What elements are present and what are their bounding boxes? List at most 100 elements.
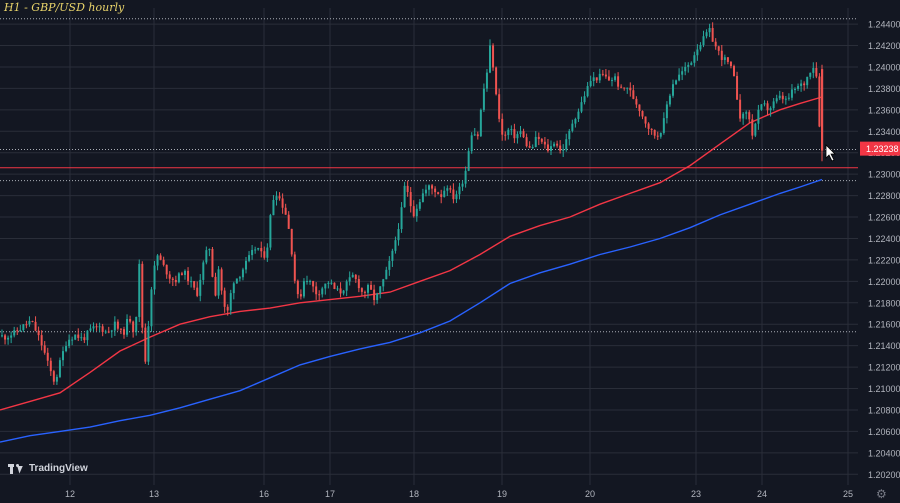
- candle-body: [187, 270, 190, 282]
- candle-body: [226, 306, 229, 311]
- candle-body: [415, 208, 418, 217]
- candle-body: [205, 250, 208, 263]
- candle-body: [34, 321, 37, 331]
- candle-body: [711, 28, 714, 42]
- candle-body: [428, 185, 430, 190]
- candle-body: [370, 284, 373, 290]
- candle-body: [803, 83, 806, 86]
- candle-body: [504, 134, 507, 136]
- candle-body: [577, 111, 580, 119]
- candle-body: [4, 335, 7, 340]
- candle-body: [345, 281, 348, 291]
- candle-body: [119, 328, 122, 330]
- candle-body: [586, 86, 589, 97]
- candle-body: [763, 103, 766, 105]
- candle-body: [168, 274, 171, 279]
- y-tick-label: 1.23600: [868, 105, 900, 115]
- candle-body: [739, 99, 742, 119]
- candle-body: [729, 61, 732, 67]
- candle-body: [708, 28, 711, 33]
- candle-body: [598, 73, 601, 81]
- candle-body: [324, 283, 327, 289]
- candle-body: [568, 130, 571, 140]
- candle-body: [71, 339, 74, 341]
- candle-body: [775, 98, 778, 102]
- candle-body: [714, 41, 717, 47]
- gear-icon[interactable]: ⚙: [876, 487, 887, 501]
- candle-body: [626, 87, 629, 89]
- candle-body: [293, 254, 296, 281]
- candle-body: [376, 293, 379, 301]
- candle-body: [141, 263, 144, 328]
- candle-body: [516, 134, 519, 139]
- candle-body: [281, 198, 284, 208]
- candle-body: [437, 192, 440, 195]
- candle-body: [736, 76, 739, 100]
- candle-body: [821, 69, 824, 151]
- candle-body: [797, 85, 800, 89]
- candle-body: [251, 249, 254, 256]
- candle-body: [171, 278, 174, 281]
- candle-body: [1, 335, 3, 337]
- candle-body: [742, 113, 745, 119]
- candle-body: [397, 229, 400, 241]
- candle-body: [421, 193, 424, 203]
- candle-body: [754, 123, 757, 136]
- y-tick-label: 1.22400: [868, 234, 900, 244]
- candle-body: [229, 293, 232, 311]
- candle-body: [62, 351, 64, 361]
- candle-body: [745, 112, 748, 114]
- candle-body: [351, 274, 354, 278]
- candle-body: [678, 74, 681, 81]
- y-tick-label: 1.20400: [868, 448, 900, 458]
- candle-body: [190, 281, 193, 283]
- y-tick-label: 1.22000: [868, 277, 900, 287]
- candle-body: [495, 67, 498, 95]
- candle-body: [684, 66, 687, 72]
- candle-body: [513, 129, 516, 139]
- candle-body: [13, 330, 16, 336]
- candle-body: [385, 269, 388, 280]
- tradingview-logo-icon: [8, 463, 24, 474]
- candle-body: [510, 129, 513, 131]
- last-price-badge: [860, 141, 900, 156]
- candle-body: [519, 131, 522, 135]
- candle-body: [470, 135, 473, 152]
- x-axis: 12 13 16 17 18 19 20 23 24 25: [65, 489, 853, 499]
- y-tick-label: 1.24000: [868, 62, 900, 72]
- candle-body: [748, 112, 751, 120]
- candle-body: [482, 88, 485, 110]
- candle-body: [52, 371, 55, 382]
- candle-body: [193, 281, 196, 288]
- x-tick-label: 24: [757, 489, 767, 499]
- candle-body: [717, 46, 720, 51]
- candle-body: [336, 288, 339, 290]
- candle-body: [394, 240, 397, 251]
- candle-body: [644, 116, 647, 124]
- candle-body: [809, 72, 812, 77]
- candle-body: [406, 185, 409, 193]
- x-tick-label: 23: [691, 489, 701, 499]
- candle-body: [562, 149, 565, 151]
- candle-body: [540, 138, 543, 142]
- y-tick-label: 1.22600: [868, 213, 900, 223]
- candle-body: [110, 330, 113, 332]
- candle-body: [165, 264, 168, 275]
- candle-body: [40, 335, 43, 346]
- candle-body: [77, 334, 80, 338]
- candle-body: [611, 79, 613, 81]
- candle-body: [238, 277, 241, 279]
- candle-body: [275, 196, 278, 201]
- candle-body: [818, 76, 821, 127]
- candle-body: [455, 194, 458, 200]
- candle-body: [751, 119, 754, 136]
- candle-body: [418, 202, 421, 209]
- candle-body: [104, 331, 107, 333]
- candle-body: [162, 259, 165, 265]
- candle-body: [333, 282, 336, 290]
- candle-body: [74, 334, 77, 340]
- y-tick-label: 1.23800: [868, 84, 900, 94]
- candle-body: [202, 262, 205, 280]
